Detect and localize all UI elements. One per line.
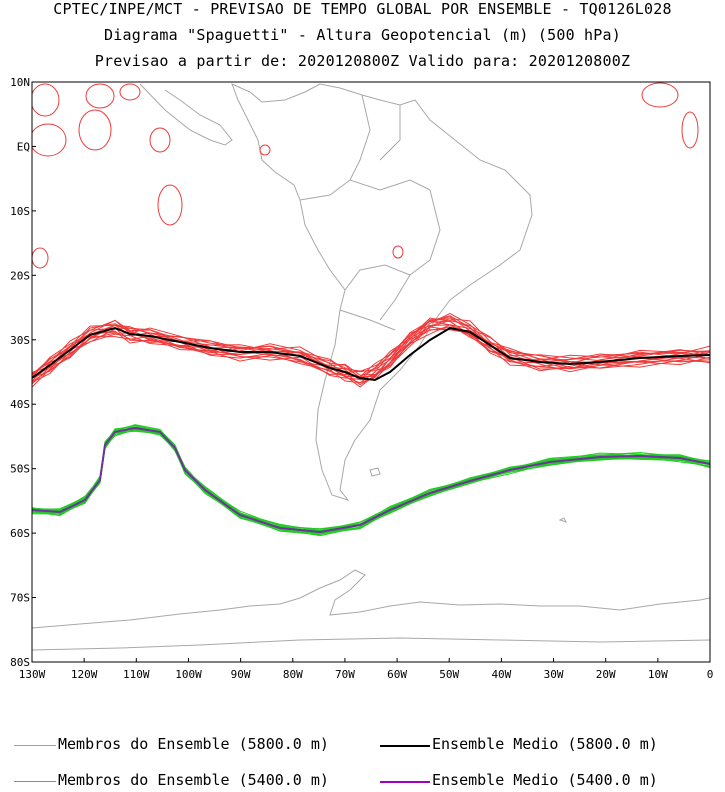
lon-label: 10W: [648, 668, 668, 681]
lon-label: 60W: [387, 668, 407, 681]
title-line-1: CPTEC/INPE/MCT - PREVISAO DE TEMPO GLOBA…: [53, 0, 672, 18]
legend-line-red: [14, 745, 56, 746]
ensemble-5400-member-line: [32, 426, 710, 531]
central-america-outline: [139, 83, 233, 146]
antarctica-outline: [32, 569, 710, 629]
antarctica-outline-inner: [32, 637, 710, 651]
map-frame: [31, 81, 711, 663]
title-line-2: Diagrama "Spaguetti" - Altura Geopotenci…: [104, 26, 621, 44]
lon-label: 50W: [439, 668, 459, 681]
lat-label: 50S: [10, 463, 30, 476]
legend-label-members-5800: Membros do Ensemble (5800.0 m): [58, 735, 329, 753]
lat-label: 80S: [10, 656, 30, 669]
legend-label-mean-5800: Ensemble Medio (5800.0 m): [432, 735, 658, 753]
legend-line-purple: [380, 781, 430, 783]
legend-label-mean-5400: Ensemble Medio (5400.0 m): [432, 771, 658, 789]
lat-label: 10S: [10, 205, 30, 218]
island-outline: [369, 467, 567, 523]
lat-label: 20S: [10, 269, 30, 282]
ensemble-5400-mean-line: [32, 426, 710, 534]
lat-label: 40S: [10, 398, 30, 411]
legend-line-black: [380, 745, 430, 747]
legend-label-members-5400: Membros do Ensemble (5400.0 m): [58, 771, 329, 789]
legend-line-green: [14, 781, 56, 782]
lon-label: 70W: [335, 668, 355, 681]
ensemble-5800-member-line: [32, 326, 710, 378]
lat-label: 10N: [10, 76, 30, 89]
ensemble-5400-member-line: [32, 427, 710, 533]
ensemble-5800-member-line: [32, 315, 710, 379]
lon-label: 130W: [19, 668, 46, 681]
lon-label: 20W: [596, 668, 616, 681]
ensemble-5400-member-line: [32, 424, 710, 532]
lat-label: 30S: [10, 334, 30, 347]
lon-label: 40W: [491, 668, 511, 681]
lat-label: 70S: [10, 592, 30, 605]
ensemble-5800-member-line: [32, 318, 710, 376]
ensemble-5400-member-line: [32, 426, 710, 531]
ensemble-5800-mean-line: [32, 326, 710, 382]
land-outlines: [32, 83, 710, 651]
title-line-3: Previsao a partir de: 2020120800Z Valido…: [94, 52, 631, 70]
country-borders: [299, 94, 441, 331]
lon-label: 100W: [175, 668, 202, 681]
ensemble-5400-member-line: [32, 426, 710, 532]
ensemble-5400-member-line: [32, 424, 710, 530]
lon-label: 30W: [544, 668, 564, 681]
lon-label: 110W: [123, 668, 150, 681]
ensemble-5800-tropical-contours: [32, 82, 699, 269]
lat-label: EQ: [17, 140, 30, 153]
lat-label: 60S: [10, 527, 30, 540]
lon-label: 80W: [283, 668, 303, 681]
ensemble-5800-member-line: [32, 324, 710, 375]
ensemble-5400-member-line: [32, 424, 710, 530]
lon-label: 90W: [231, 668, 251, 681]
ensemble-5800-members: [32, 312, 710, 388]
lon-label: 120W: [71, 668, 98, 681]
south-america-outline: [231, 83, 533, 501]
lon-label: 0: [707, 668, 714, 681]
